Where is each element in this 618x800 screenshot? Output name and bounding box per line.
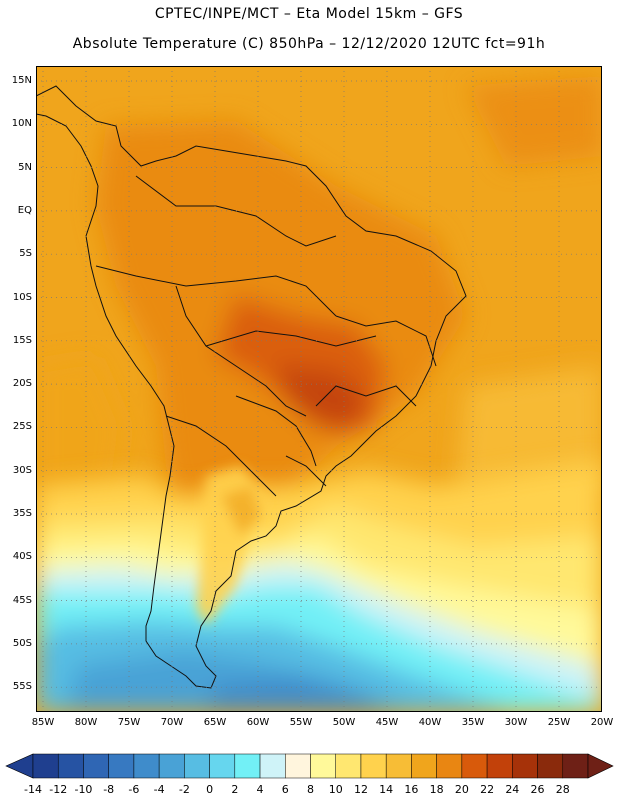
colorbar-swatch xyxy=(360,753,387,779)
lat-label: 5N xyxy=(18,161,32,173)
colorbar-label: 20 xyxy=(454,783,469,796)
lat-label: EQ xyxy=(17,204,32,216)
lat-label: 45S xyxy=(12,594,32,606)
lon-label: 30W xyxy=(504,717,528,728)
colorbar-label: 6 xyxy=(281,783,289,796)
map-frame xyxy=(36,66,602,712)
lat-label: 30S xyxy=(12,464,32,476)
colorbar-label: 12 xyxy=(353,783,368,796)
colorbar-swatch xyxy=(83,753,109,779)
colorbar-label: 10 xyxy=(328,783,343,796)
lon-label: 85W xyxy=(31,717,55,728)
colorbar-label: 8 xyxy=(307,783,314,796)
lon-label: 45W xyxy=(375,717,399,728)
lat-label: 50S xyxy=(12,637,32,649)
colorbar-label: 28 xyxy=(555,783,570,796)
colorbar-label: 18 xyxy=(429,783,444,796)
colorbar-high-arrow xyxy=(587,753,614,779)
colorbar-swatch xyxy=(537,753,564,779)
temperature-map xyxy=(36,66,602,712)
lat-label: 5S xyxy=(19,248,32,260)
colorbar-label: 22 xyxy=(480,783,495,796)
coastline-outlines xyxy=(36,85,467,689)
field-title: Absolute Temperature (C) 850hPa – 12/12/… xyxy=(72,36,546,52)
colorbar-swatch xyxy=(209,753,236,779)
colorbar-swatch xyxy=(512,753,538,779)
colorbar-label: -6 xyxy=(128,783,140,796)
model-title: CPTEC/INPE/MCT – Eta Model 15km – GFS xyxy=(154,6,464,22)
temperature-field xyxy=(36,66,602,712)
colorbar-label: 16 xyxy=(404,783,419,796)
colorbar-label: 0 xyxy=(206,783,214,796)
lat-label: 40S xyxy=(12,551,32,563)
lon-label: 65W xyxy=(203,717,227,728)
colorbar-label: -8 xyxy=(103,783,115,796)
colorbar-swatch xyxy=(562,753,589,779)
colorbar-label: 24 xyxy=(505,783,520,796)
colorbar-swatch xyxy=(310,753,336,779)
colorbar-swatch xyxy=(259,753,286,779)
colorbar-low-arrow xyxy=(5,753,34,779)
lat-label: 55S xyxy=(12,681,32,693)
colorbar-label: -12 xyxy=(49,783,68,796)
lon-label: 20W xyxy=(590,717,614,728)
colorbar-swatch xyxy=(285,753,311,779)
lon-label: 80W xyxy=(74,717,98,728)
colorbar-swatch xyxy=(436,753,463,779)
colorbar-swatch xyxy=(57,753,84,779)
lon-label: 50W xyxy=(332,717,356,728)
colorbar-label: 4 xyxy=(256,783,264,796)
lon-label: 25W xyxy=(547,717,571,728)
lat-label: 20S xyxy=(12,378,32,390)
colorbar-swatch xyxy=(411,753,437,779)
lon-label: 40W xyxy=(418,717,442,728)
colorbar-label: -14 xyxy=(24,783,42,796)
colorbar-swatch xyxy=(385,753,412,779)
colorbar-swatch xyxy=(234,753,261,779)
lat-label: 10S xyxy=(12,291,32,303)
colorbar-swatch xyxy=(32,753,59,779)
lon-label: 60W xyxy=(246,717,270,728)
colorbar-label: 2 xyxy=(231,783,239,796)
lat-label: 35S xyxy=(12,508,32,519)
lon-label: 70W xyxy=(160,717,184,728)
lat-label: 25S xyxy=(12,421,32,433)
colorbar-swatch xyxy=(158,753,185,779)
lat-label: 15N xyxy=(11,75,32,86)
colorbar-label: -4 xyxy=(153,783,165,796)
lat-label: 15S xyxy=(12,334,32,346)
colorbar-swatch xyxy=(461,753,488,779)
colorbar-label: 26 xyxy=(530,783,545,796)
colorbar-label: 14 xyxy=(379,783,394,796)
colorbar-label: -2 xyxy=(178,783,190,796)
colorbar-swatch xyxy=(184,753,210,779)
lon-label: 55W xyxy=(289,717,313,728)
colorbar xyxy=(5,753,614,779)
lon-label: 35W xyxy=(461,717,485,728)
lat-label: 10N xyxy=(11,118,32,130)
colorbar-swatch xyxy=(133,753,160,779)
colorbar-swatch xyxy=(486,753,513,779)
colorbar-label: -10 xyxy=(74,783,93,796)
colorbar-swatch xyxy=(335,753,362,779)
colorbar-swatch xyxy=(108,753,135,779)
lon-label: 75W xyxy=(117,717,141,728)
